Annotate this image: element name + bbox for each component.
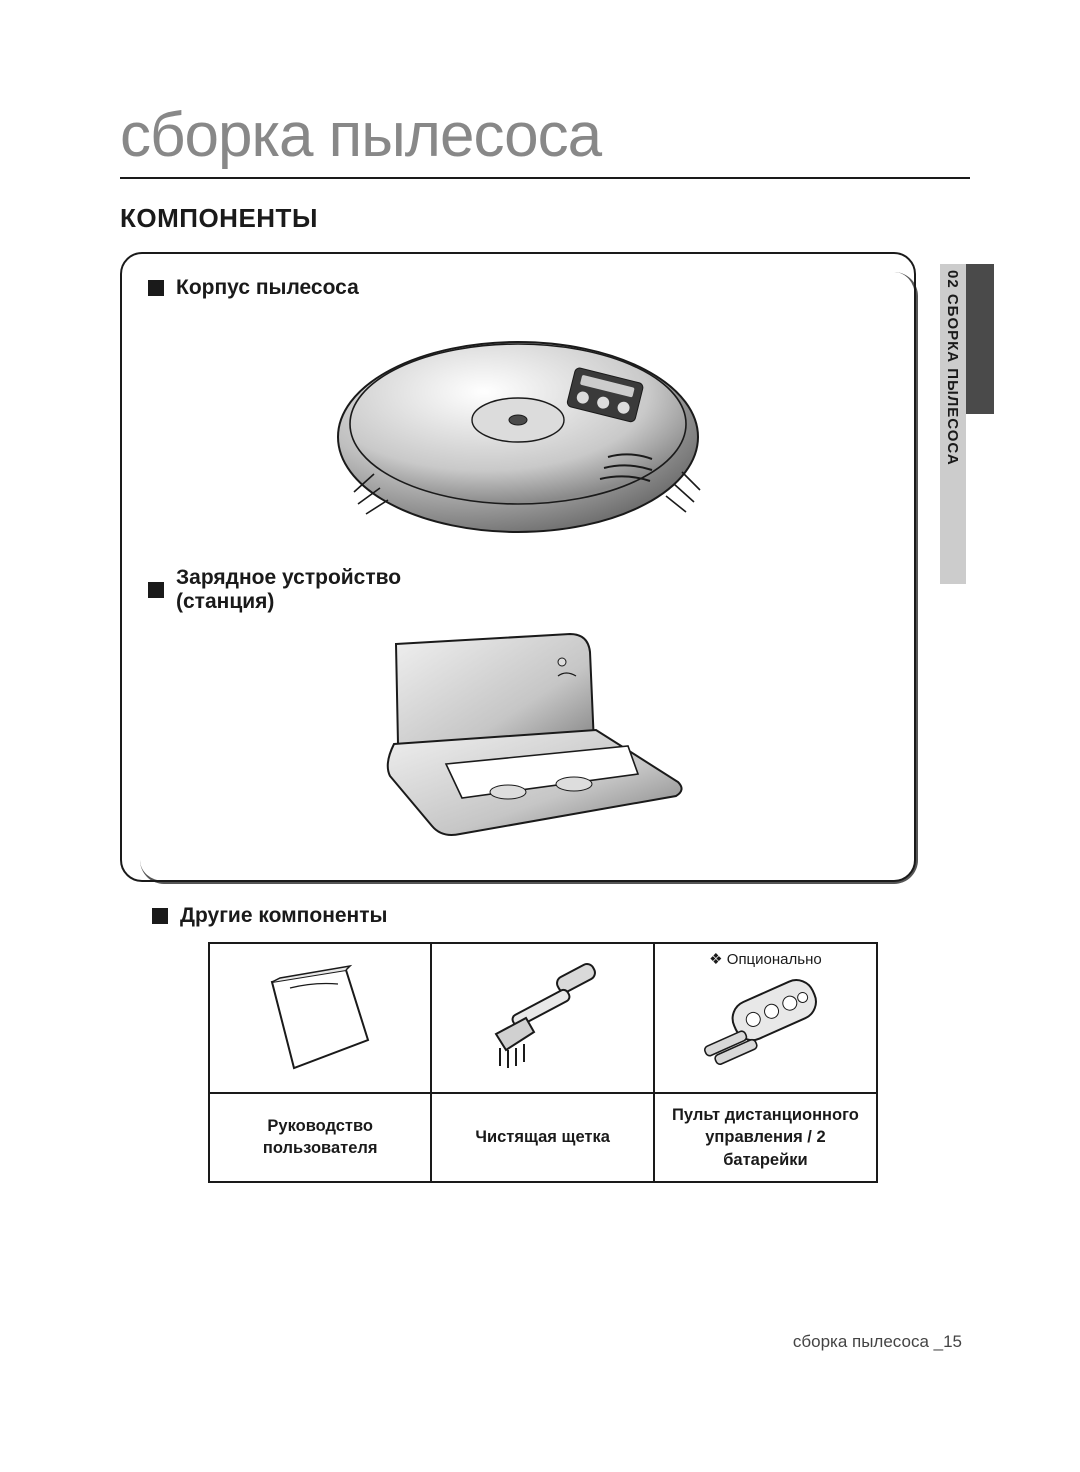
vacuum-illustration xyxy=(308,312,728,542)
label-line: управления / 2 xyxy=(705,1128,825,1146)
page-content: сборка пылесоса КОМПОНЕНТЫ Корпус пылесо… xyxy=(120,100,970,1183)
cell-manual-image xyxy=(209,943,431,1093)
side-tab-light: 02 СБОРКА ПЫЛЕСОСА xyxy=(940,264,966,584)
optional-label: ❖ Опционально xyxy=(661,950,870,968)
page-title: сборка пылесоса xyxy=(120,100,970,179)
illustration-dock-wrap xyxy=(148,622,888,860)
components-table-wrap: ❖ Опционально xyxy=(208,942,878,1183)
subheading-charger: Зарядное устройство (станция) xyxy=(148,566,888,614)
section-heading: КОМПОНЕНТЫ xyxy=(120,203,970,234)
cell-remote-label: Пульт дистанционного управления / 2 бата… xyxy=(654,1093,877,1182)
remote-icon xyxy=(685,969,845,1079)
square-bullet-icon xyxy=(152,908,168,924)
charger-illustration xyxy=(338,626,698,846)
components-table: ❖ Опционально xyxy=(208,942,878,1183)
side-tab-dark xyxy=(966,264,994,414)
table-row: Руководство пользователя Чистящая щетка … xyxy=(209,1093,877,1182)
label-line: Чистящая щетка xyxy=(475,1128,610,1146)
label-line: батарейки xyxy=(723,1151,807,1169)
cell-remote-image: ❖ Опционально xyxy=(654,943,877,1093)
other-heading-label: Другие компоненты xyxy=(180,904,387,928)
sub2-line2: (станция) xyxy=(176,590,274,613)
square-bullet-icon xyxy=(148,582,164,598)
other-components-heading: Другие компоненты xyxy=(152,904,970,928)
subheading-vacuum-body: Корпус пылесоса xyxy=(148,276,888,300)
page-footer: сборка пылесоса _15 xyxy=(793,1332,962,1352)
square-bullet-icon xyxy=(148,280,164,296)
subheading-label: Корпус пылесоса xyxy=(176,276,359,300)
cell-manual-label: Руководство пользователя xyxy=(209,1093,431,1182)
subheading-label: Зарядное устройство (станция) xyxy=(176,566,401,614)
sub2-line1: Зарядное устройство xyxy=(176,566,401,589)
side-tab: 02 СБОРКА ПЫЛЕСОСА xyxy=(940,264,996,584)
side-tab-label: 02 СБОРКА ПЫЛЕСОСА xyxy=(944,270,961,466)
cell-brush-image xyxy=(431,943,653,1093)
label-line: Руководство xyxy=(267,1117,373,1135)
manual-icon xyxy=(250,956,390,1076)
brush-icon xyxy=(468,956,618,1076)
cell-brush-label: Чистящая щетка xyxy=(431,1093,653,1182)
label-line: пользователя xyxy=(263,1139,378,1157)
components-box: Корпус пылесоса xyxy=(120,252,916,882)
table-row: ❖ Опционально xyxy=(209,943,877,1093)
illustration-vacuum-wrap xyxy=(148,308,888,556)
label-line: Пульт дистанционного xyxy=(672,1106,859,1124)
